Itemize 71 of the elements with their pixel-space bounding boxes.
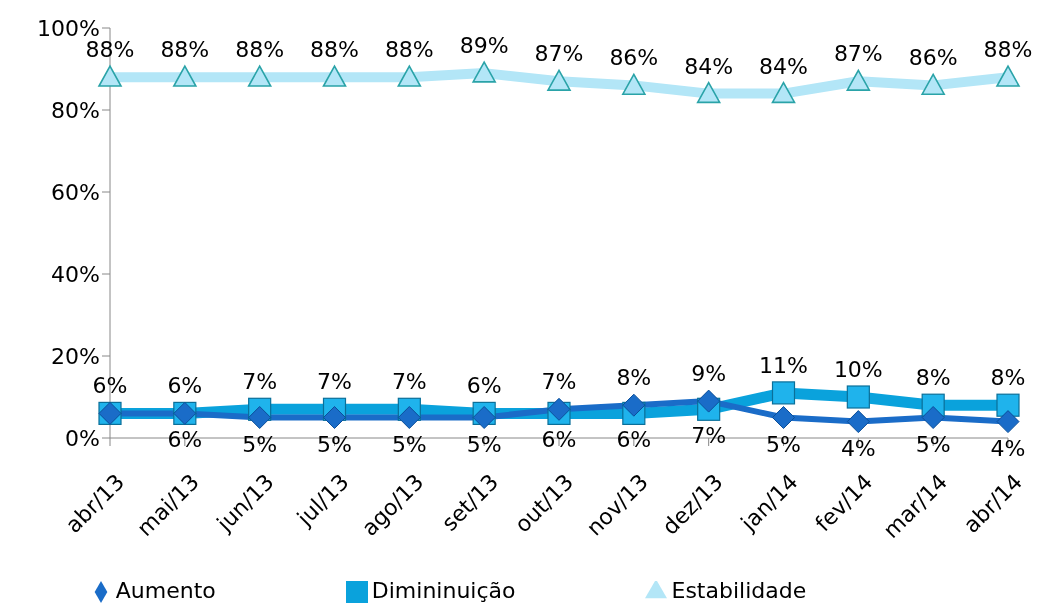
data-label: 87% [534,41,584,67]
data-label: 88% [235,37,285,63]
data-label: 11% [759,352,808,378]
data-label: 5% [317,431,352,457]
y-tick-label: 40% [51,261,100,287]
point [846,69,871,91]
point [472,61,496,83]
point [397,65,422,87]
y-tick-label: 80% [51,97,100,123]
point [322,65,347,87]
data-label: 88% [384,37,434,63]
point [771,81,796,104]
point [173,65,197,87]
data-label: 9% [691,361,727,387]
data-label: 7% [317,369,352,395]
data-label: 8% [616,365,652,391]
point [921,406,945,429]
point [696,81,721,104]
data-label: 4% [990,435,1026,461]
data-label: 6% [167,427,203,453]
data-label: 5% [242,431,278,457]
point [697,389,721,413]
data-label: 88% [160,37,210,63]
y-tick-label: 0% [65,425,100,451]
point [547,69,571,91]
point [996,410,1020,434]
point [472,406,496,429]
point [247,65,272,87]
point [996,65,1020,87]
point [397,406,421,429]
legend-label: Estabilidade [671,578,807,603]
data-label: 86% [908,45,958,71]
data-label: 5% [466,431,502,457]
y-tick-label: 20% [51,343,100,369]
legend-label: Aumento [115,578,216,603]
point [622,393,646,417]
point [771,381,796,405]
data-label: 6% [466,373,502,399]
data-label: 8% [915,365,951,391]
data-label: 84% [759,53,808,79]
data-label: 86% [609,45,659,71]
data-label: 4% [840,435,876,461]
data-label: 5% [766,431,801,457]
data-label: 88% [310,37,359,63]
data-label: 7% [391,369,427,395]
data-label: 6% [167,373,203,399]
data-label: 6% [616,427,652,453]
data-label: 6% [541,427,577,453]
data-label: 10% [833,357,883,382]
data-label: 88% [983,37,1033,63]
legend-label: Dimininuição [371,578,516,603]
point [846,410,870,434]
data-label: 8% [990,365,1026,391]
data-label: 7% [691,423,727,449]
data-label: 89% [459,33,509,59]
point [622,73,646,95]
data-label: 5% [391,431,427,457]
data-label: 7% [242,369,278,395]
data-label: 7% [541,369,577,395]
data-label: 84% [684,53,734,79]
point [921,73,945,95]
y-tick-label: 60% [51,179,100,205]
point [846,385,870,409]
point [996,393,1020,417]
point [98,65,122,87]
data-label: 6% [92,373,128,399]
data-label: 5% [915,431,951,457]
point [772,406,795,429]
data-label: 87% [833,41,883,67]
point [248,406,272,429]
point [323,406,346,429]
